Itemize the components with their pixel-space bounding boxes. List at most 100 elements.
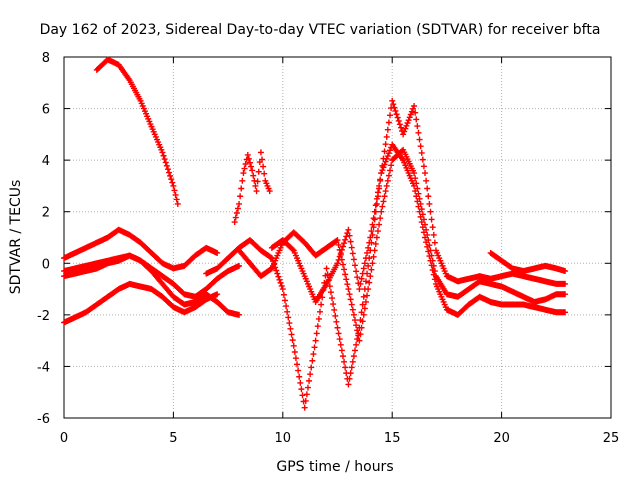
data-point — [417, 200, 424, 207]
data-point — [277, 279, 284, 286]
data-point — [357, 331, 364, 338]
data-point — [345, 286, 352, 293]
data-point — [345, 226, 352, 233]
data-point — [380, 155, 387, 162]
x-tick-label: 15 — [384, 431, 401, 446]
data-point — [171, 187, 178, 194]
data-point — [362, 278, 369, 285]
data-point — [390, 101, 397, 108]
data-point — [250, 172, 257, 179]
data-point — [336, 253, 343, 260]
data-point — [341, 358, 348, 365]
y-tick-label: -2 — [37, 309, 50, 324]
data-point — [349, 250, 356, 257]
data-point — [369, 260, 376, 267]
data-point — [299, 392, 306, 399]
plot-frame — [63, 56, 612, 419]
data-point — [418, 149, 425, 156]
data-point — [275, 273, 282, 280]
data-point — [372, 202, 379, 209]
data-point — [239, 177, 246, 184]
data-point — [416, 195, 423, 202]
data-point — [412, 175, 419, 182]
data-point — [349, 306, 356, 313]
data-point — [417, 143, 424, 150]
data-point — [294, 361, 301, 368]
data-point — [373, 195, 380, 202]
data-point — [385, 172, 392, 179]
data-point — [214, 249, 221, 256]
data-point — [303, 391, 310, 398]
data-point — [415, 129, 422, 136]
data-point — [339, 353, 346, 360]
data-point — [338, 246, 345, 253]
data-point — [423, 177, 430, 184]
data-point — [167, 172, 174, 179]
data-point — [267, 266, 274, 273]
data-point — [428, 216, 435, 223]
data-point — [426, 242, 433, 249]
data-point — [341, 240, 348, 247]
data-point — [347, 296, 354, 303]
data-point — [160, 152, 167, 159]
data-point — [382, 158, 389, 165]
data-point — [359, 301, 366, 308]
data-point — [405, 117, 412, 124]
data-point — [424, 231, 431, 238]
data-point — [234, 205, 241, 212]
data-point — [349, 358, 356, 365]
data-point — [248, 163, 255, 170]
data-point — [259, 156, 266, 163]
data-point — [422, 170, 429, 177]
data-point — [236, 262, 243, 269]
data-point — [388, 162, 395, 169]
data-point — [360, 311, 367, 318]
x-tick-label: 20 — [493, 431, 510, 446]
data-point — [425, 237, 432, 244]
data-point — [371, 247, 378, 254]
data-point — [274, 270, 281, 277]
data-point — [257, 149, 264, 156]
data-point — [382, 188, 389, 195]
data-point — [413, 180, 420, 187]
data-point — [429, 257, 436, 264]
data-point — [350, 353, 357, 360]
data-point — [396, 121, 403, 128]
data-point — [562, 309, 569, 316]
y-tick-label: 6 — [42, 103, 50, 118]
data-point — [240, 170, 247, 177]
data-point — [233, 210, 240, 217]
data-point — [346, 375, 353, 382]
data-point — [408, 108, 415, 115]
data-point — [283, 303, 290, 310]
data-point — [415, 190, 422, 197]
data-point — [304, 384, 311, 391]
series-arc-g — [203, 141, 569, 411]
series-arc-h — [236, 146, 569, 344]
data-point — [395, 117, 402, 124]
data-point — [359, 270, 366, 277]
data-point — [370, 215, 377, 222]
data-point — [378, 208, 385, 215]
data-point — [426, 200, 433, 207]
data-point — [301, 404, 308, 411]
data-point — [431, 239, 438, 246]
data-point — [427, 208, 434, 215]
data-point — [246, 159, 253, 166]
data-point — [323, 265, 330, 272]
data-point — [342, 364, 349, 371]
data-point — [391, 104, 398, 111]
data-point — [358, 324, 365, 331]
data-point — [352, 317, 359, 324]
data-point — [337, 341, 344, 348]
data-point — [245, 155, 252, 162]
data-point — [429, 224, 436, 231]
data-point — [381, 148, 388, 155]
data-point — [431, 268, 438, 275]
data-point — [329, 295, 336, 302]
data-point — [238, 185, 245, 192]
data-point — [384, 177, 391, 184]
data-point — [419, 211, 426, 218]
